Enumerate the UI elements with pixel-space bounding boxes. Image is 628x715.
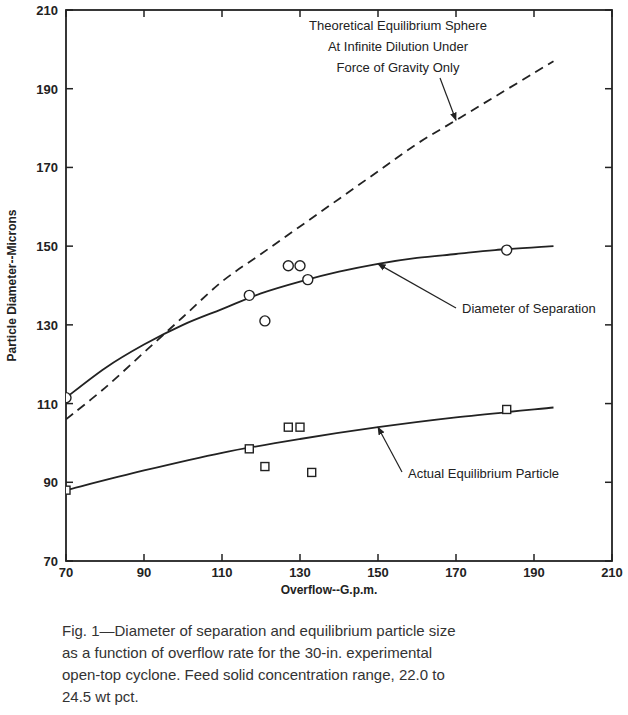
y-tick [66, 245, 73, 247]
x-axis-title: Overflow--G.p.m. [281, 583, 378, 597]
caption-line: Fig. 1—Diameter of separation and equili… [62, 622, 456, 639]
y-tick [605, 324, 612, 326]
x-tick-label: 130 [289, 565, 311, 580]
x-tick [455, 10, 457, 17]
y-tick [66, 482, 73, 484]
point [66, 486, 70, 494]
x-tick [65, 10, 67, 17]
point [260, 316, 270, 326]
y-tick [66, 9, 73, 11]
x-tick-label: 90 [137, 565, 151, 580]
y-tick [605, 403, 612, 405]
point [244, 290, 254, 300]
point [284, 423, 292, 431]
x-tick [65, 554, 67, 561]
point [503, 405, 511, 413]
curve-label: Actual Equilibrium Particle [408, 466, 559, 481]
point [283, 261, 293, 271]
x-tick [143, 554, 145, 561]
point [245, 445, 253, 453]
y-tick [66, 88, 73, 90]
leader-arrow [378, 264, 456, 308]
x-tick-label: 150 [367, 565, 389, 580]
point [502, 245, 512, 255]
y-tick-label: 210 [36, 3, 58, 18]
y-tick [605, 167, 612, 169]
curve-label: Theoretical Equilibrium SphereAt Infinit… [309, 18, 487, 75]
y-tick [66, 560, 73, 562]
caption-line: open-top cyclone. Feed solid concentrati… [62, 666, 445, 683]
point [66, 393, 71, 403]
caption-line: as a function of overflow rate for the 3… [62, 644, 432, 661]
y-tick-label: 190 [36, 82, 58, 97]
x-tick [377, 10, 379, 17]
y-tick [605, 245, 612, 247]
x-tick [143, 10, 145, 17]
y-tick-label: 130 [36, 318, 58, 333]
x-tick [611, 554, 613, 561]
curve-label: Diameter of Separation [462, 301, 596, 316]
x-tick [299, 554, 301, 561]
x-tick-label: 110 [212, 565, 233, 580]
x-tick-label: 70 [59, 565, 73, 580]
leader-arrow [378, 427, 402, 472]
x-tick [221, 10, 223, 17]
x-tick-label: 210 [601, 565, 623, 580]
leader-arrow [440, 78, 456, 120]
x-tick [377, 554, 379, 561]
x-tick [221, 554, 223, 561]
chart: 70 90 110 130 150 170 190 210 70 90 110 130 150 170 19… [0, 0, 628, 715]
plot-frame [66, 10, 612, 561]
x-tick [299, 10, 301, 17]
point [261, 463, 269, 471]
point [303, 275, 313, 285]
point [296, 423, 304, 431]
caption: Fig. 1—Diameter of separation and equili… [62, 622, 456, 705]
y-axis-title: Particle Diameter--Microns [5, 209, 19, 361]
x-tick-label: 190 [523, 565, 545, 580]
x-tick [455, 554, 457, 561]
y-tick [605, 482, 612, 484]
point [295, 261, 305, 271]
x-tick [533, 554, 535, 561]
caption-line: 24.5 wt pct. [62, 688, 139, 705]
curve [66, 61, 554, 419]
x-tick-label: 170 [445, 565, 467, 580]
x-tick [533, 10, 535, 17]
y-tick [66, 324, 73, 326]
curve [66, 246, 554, 398]
y-tick-label: 90 [44, 475, 58, 490]
y-tick [605, 9, 612, 11]
y-tick-label: 70 [44, 554, 58, 569]
plot-area [66, 61, 554, 494]
y-tick-label: 150 [36, 239, 58, 254]
y-tick [66, 167, 73, 169]
y-tick [605, 88, 612, 90]
point [308, 468, 316, 476]
y-tick-label: 110 [37, 397, 58, 412]
y-tick [605, 560, 612, 562]
y-tick-label: 170 [36, 160, 58, 175]
x-tick [611, 10, 613, 17]
